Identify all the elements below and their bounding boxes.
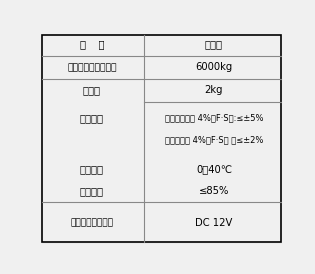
Text: 0～40℃: 0～40℃	[196, 164, 232, 174]
Text: 2kg: 2kg	[205, 85, 223, 95]
Text: ≤85%: ≤85%	[199, 186, 229, 196]
Text: 参数值: 参数值	[205, 39, 223, 49]
Text: 测量値不大于 4%（F·S）:≤±5%: 测量値不大于 4%（F·S）:≤±5%	[165, 113, 263, 122]
Text: 分辨力: 分辨力	[83, 85, 101, 95]
Text: 相对湿度: 相对湿度	[80, 186, 104, 196]
Text: 项    目: 项 目	[80, 39, 104, 49]
Text: 6000kg: 6000kg	[195, 62, 232, 72]
Text: DC 12V: DC 12V	[195, 218, 232, 228]
Text: 测量値大于 4%（F·S） ：≤±2%: 测量値大于 4%（F·S） ：≤±2%	[165, 136, 263, 145]
Text: 左右台最大允许轴荷: 左右台最大允许轴荷	[67, 63, 117, 72]
Text: 示值误差: 示值误差	[80, 113, 104, 124]
Text: 传感器供电电压：: 传感器供电电压：	[70, 218, 113, 227]
Text: 工作温度: 工作温度	[80, 164, 104, 174]
